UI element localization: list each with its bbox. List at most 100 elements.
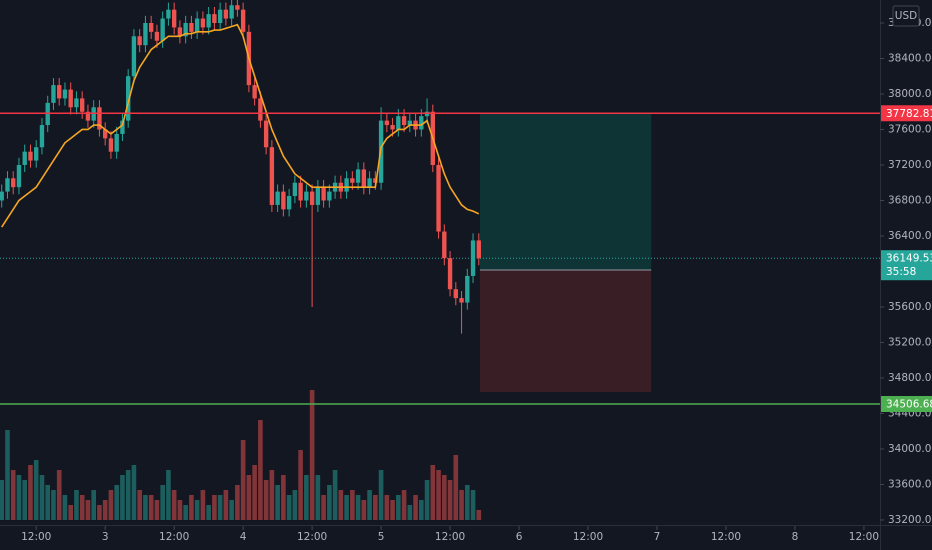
candle-body [223, 9, 229, 19]
volume-bar [430, 465, 436, 520]
volume-bar [16, 475, 22, 520]
last-price-tag [881, 250, 932, 281]
candle-body [350, 178, 355, 183]
y-tick-label: 34000.00 [888, 443, 932, 455]
volume-bar [45, 485, 51, 520]
volume-bar [189, 495, 194, 520]
candle-body [419, 116, 424, 130]
candle-body [304, 191, 309, 201]
candle-body [194, 18, 200, 32]
volume-bar [332, 470, 338, 520]
volume-bar [28, 465, 33, 520]
volume-bar [367, 490, 372, 520]
candle-body [476, 240, 481, 259]
volume-bar [131, 465, 137, 520]
volume-bar [315, 475, 321, 520]
candle-body [131, 36, 137, 77]
volume-bar [350, 490, 355, 520]
volume-bar [206, 505, 211, 520]
candle-body [125, 76, 131, 121]
volume-bar [338, 490, 344, 520]
price-tag [881, 396, 932, 413]
volume-bar [125, 470, 131, 520]
candle-body [11, 178, 16, 188]
candle-body [28, 151, 33, 161]
x-tick-label: 6 [516, 531, 523, 543]
volume-bar [327, 485, 332, 520]
volume-bar [286, 495, 292, 520]
candle-body [286, 196, 292, 210]
candle-body [68, 89, 73, 108]
y-tick-label: 38000.00 [888, 88, 932, 100]
y-tick-label: 35600.00 [888, 301, 932, 313]
candle-body [275, 191, 280, 205]
volume-bar [200, 490, 206, 520]
x-tick-label: 12:00 [711, 531, 741, 543]
volume-bar [384, 495, 390, 520]
volume-bar [263, 480, 269, 520]
candle-body [0, 191, 4, 201]
volume-bar [10, 470, 16, 520]
candle-body [373, 178, 378, 183]
volume-bar [258, 420, 263, 520]
candle-body [459, 298, 464, 303]
volume-bar [465, 485, 470, 520]
volume-bar [154, 500, 160, 520]
volume-bar [401, 490, 407, 520]
candle-body [34, 147, 39, 161]
x-tick-label: 12:00 [573, 531, 603, 543]
currency-box [892, 5, 920, 27]
candle-body [16, 164, 22, 188]
volume-bar [292, 490, 298, 520]
volume-bar [183, 505, 188, 520]
price-tag-label: 34506.68 [886, 399, 932, 411]
volume-bar [453, 455, 459, 520]
volume-bar [177, 500, 183, 520]
candle-body [442, 231, 447, 259]
volume-bar [194, 500, 200, 520]
volume-bar [143, 495, 148, 520]
volume-bar [436, 470, 441, 520]
volume-bar [240, 440, 246, 520]
volume-bar [304, 475, 309, 520]
candle-body [453, 289, 458, 299]
candle-body [114, 133, 119, 152]
volume-bar [79, 495, 85, 520]
volume-bar [361, 500, 367, 520]
y-tick-label: 38400.00 [888, 52, 932, 64]
position-target-zone [479, 113, 652, 270]
volume-bar [459, 490, 464, 520]
candle-body [321, 187, 326, 201]
candle-body [137, 36, 142, 46]
volume-bar [212, 495, 217, 520]
candle-body [120, 120, 125, 134]
candle-body [200, 18, 206, 28]
x-tick-label: 12:00 [21, 531, 51, 543]
volume-bar [68, 505, 73, 520]
x-tick-label: 12:00 [297, 531, 327, 543]
candle-body [108, 138, 114, 152]
volume-bar [148, 495, 154, 520]
volume-bar [114, 485, 119, 520]
volume-bar [373, 495, 378, 520]
candle-body [384, 120, 390, 126]
countdown-label: 35:58 [886, 266, 916, 278]
candle-body [263, 120, 269, 148]
candle-body [355, 169, 361, 183]
volume-bar [160, 485, 165, 520]
volume-bar [120, 475, 125, 520]
candle-body [396, 116, 401, 130]
candle-body [465, 275, 470, 303]
candle-body [74, 98, 79, 108]
volume-bar [102, 500, 108, 520]
volume-bar [378, 470, 384, 520]
y-tick-label: 36400.00 [888, 230, 932, 242]
y-tick-label: 35200.00 [888, 336, 932, 348]
candle-body [229, 5, 234, 19]
candle-body [80, 98, 85, 112]
candle-body [148, 22, 154, 32]
price-tag [881, 105, 932, 122]
candle-body [309, 191, 315, 205]
currency-label: USD [895, 10, 917, 22]
plot-area [0, 0, 880, 520]
